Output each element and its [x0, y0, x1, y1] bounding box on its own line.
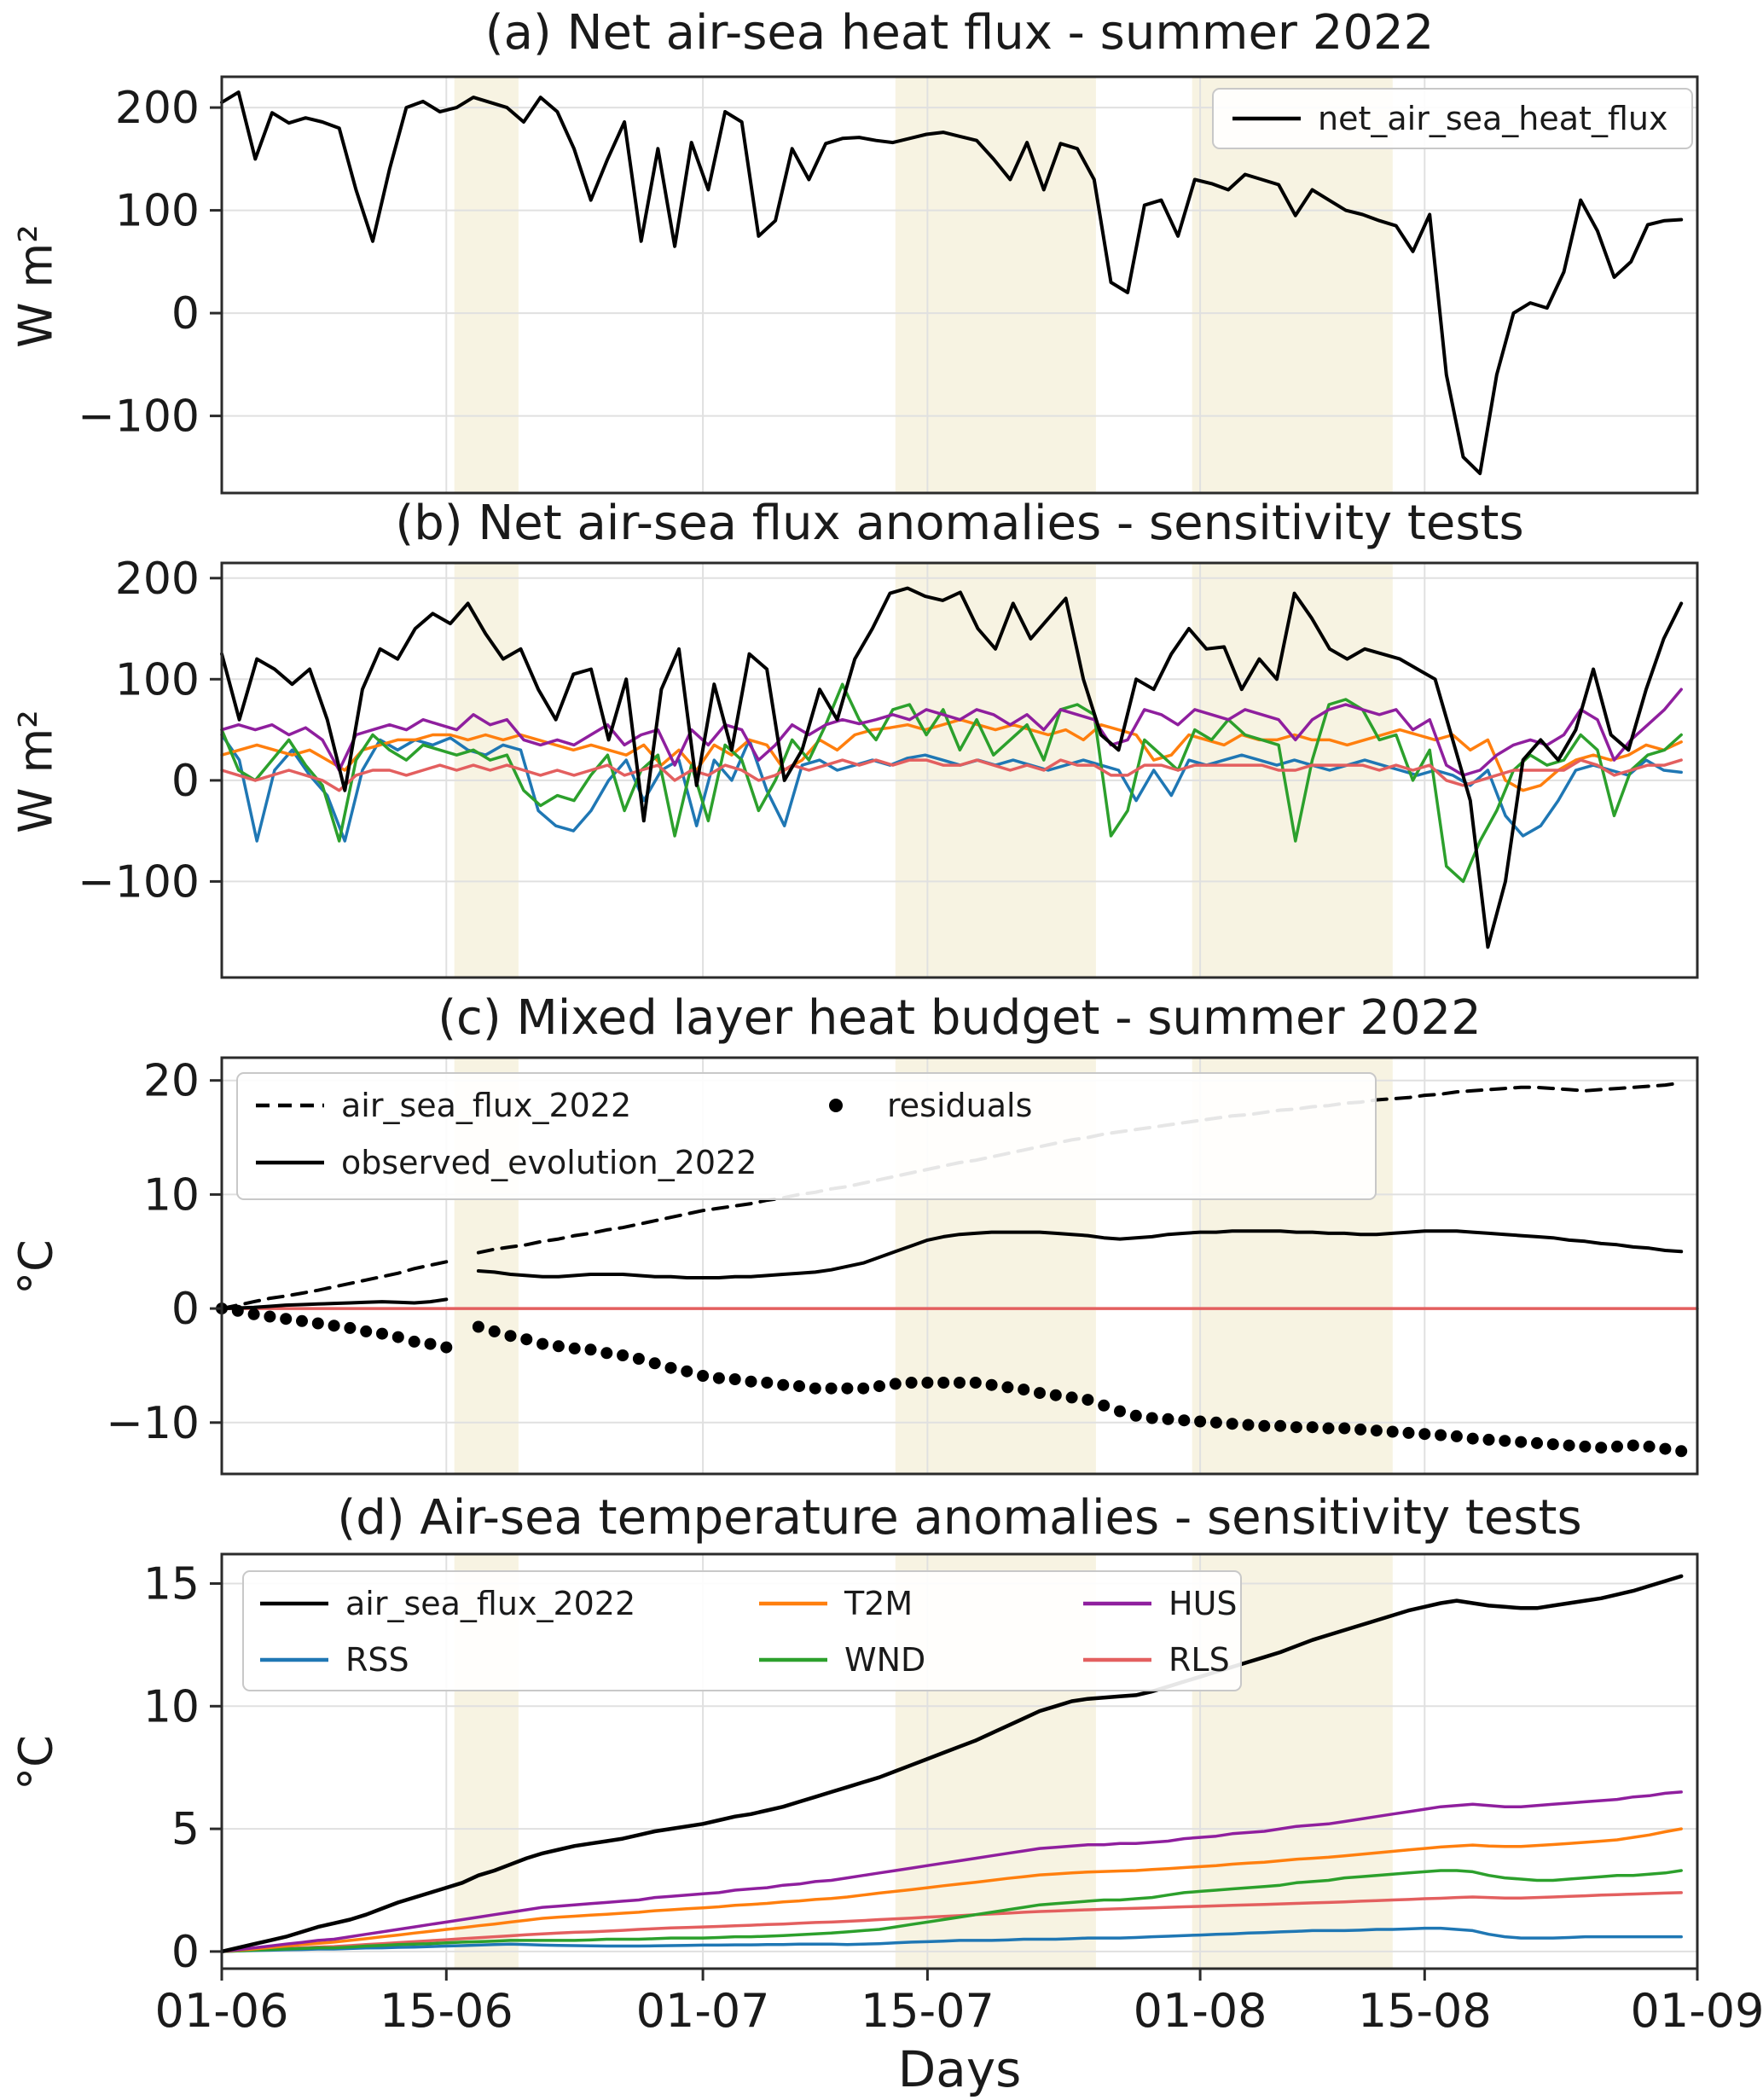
- svg-text:0: 0: [171, 1927, 200, 1978]
- svg-text:air_sea_flux_2022: air_sea_flux_2022: [341, 1087, 631, 1124]
- svg-text:net_air_sea_heat_flux: net_air_sea_heat_flux: [1318, 100, 1667, 137]
- panel-b-ylabel: W m²: [9, 710, 63, 833]
- svg-text:01-07: 01-07: [636, 1984, 770, 2038]
- svg-text:WND: WND: [844, 1641, 925, 1679]
- svg-text:air_sea_flux_2022: air_sea_flux_2022: [345, 1585, 635, 1622]
- svg-text:5: 5: [171, 1804, 200, 1855]
- panel-c-ylabel: °C: [9, 1239, 63, 1295]
- svg-text:RLS: RLS: [1169, 1641, 1230, 1679]
- panel-a-title: (a) Net air-sea heat flux - summer 2022: [484, 5, 1435, 61]
- svg-text:100: 100: [115, 186, 200, 237]
- svg-text:01-09: 01-09: [1631, 1984, 1763, 2038]
- svg-text:20: 20: [143, 1056, 200, 1107]
- panel-d-title: (d) Air-sea temperature anomalies - sens…: [337, 1490, 1582, 1546]
- svg-text:0: 0: [171, 288, 200, 339]
- panel-b-title: (b) Net air-sea flux anomalies - sensiti…: [395, 496, 1524, 551]
- svg-text:200: 200: [115, 83, 200, 134]
- svg-text:15-08: 15-08: [1358, 1984, 1492, 2038]
- svg-text:01-06: 01-06: [155, 1984, 289, 2038]
- svg-text:0: 0: [171, 756, 200, 807]
- svg-text:HUS: HUS: [1169, 1585, 1238, 1622]
- panel-d-ylabel: °C: [9, 1735, 63, 1790]
- svg-text:−10: −10: [106, 1398, 200, 1449]
- svg-text:15: 15: [143, 1559, 200, 1610]
- svg-text:residuals: residuals: [887, 1087, 1032, 1124]
- panel-c-title: (c) Mixed layer heat budget - summer 202…: [438, 990, 1482, 1046]
- svg-text:100: 100: [115, 654, 200, 705]
- svg-text:RSS: RSS: [345, 1641, 409, 1679]
- svg-text:200: 200: [115, 554, 200, 605]
- panel-a-ylabel: W m²: [9, 224, 63, 348]
- svg-text:01-08: 01-08: [1134, 1984, 1267, 2038]
- svg-text:−100: −100: [78, 856, 200, 908]
- svg-text:15-07: 15-07: [861, 1984, 995, 2038]
- svg-text:10: 10: [143, 1681, 200, 1732]
- svg-text:observed_evolution_2022: observed_evolution_2022: [341, 1144, 757, 1181]
- svg-text:10: 10: [143, 1169, 200, 1221]
- svg-text:T2M: T2M: [844, 1585, 913, 1622]
- svg-text:0: 0: [171, 1284, 200, 1335]
- x-axis-label: Days: [897, 2040, 1022, 2098]
- svg-text:15-06: 15-06: [380, 1984, 513, 2038]
- svg-text:−100: −100: [78, 392, 200, 443]
